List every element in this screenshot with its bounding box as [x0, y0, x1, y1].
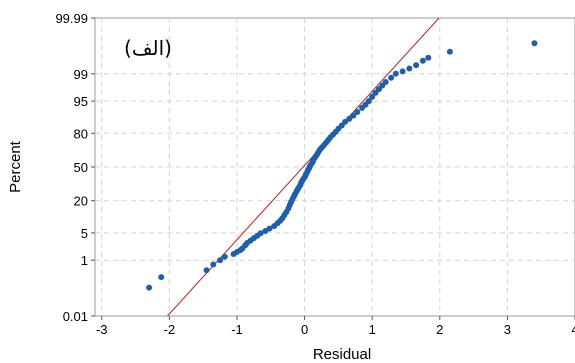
data-point: [531, 40, 538, 47]
x-tick-label: 0: [301, 322, 308, 337]
data-point: [221, 253, 228, 260]
y-tick-label: 20: [74, 194, 88, 209]
x-tick-label: 1: [369, 322, 376, 337]
y-axis-title: Percent: [7, 140, 24, 193]
data-point: [425, 54, 432, 61]
data-point: [419, 57, 426, 64]
data-points: [146, 40, 538, 291]
grid: [95, 18, 575, 316]
y-axis-ticks: 0.01 1 5 20 50 80 95 99 99.99: [55, 11, 95, 324]
data-point: [365, 98, 372, 105]
data-point: [446, 48, 453, 55]
x-tick-label: -2: [164, 322, 176, 337]
data-point: [413, 62, 420, 69]
data-point: [266, 225, 273, 232]
y-tick-label: 80: [74, 126, 88, 141]
x-tick-label: 2: [436, 322, 443, 337]
panel-annotation: (الف): [124, 36, 172, 60]
data-point: [388, 74, 395, 81]
data-point: [217, 257, 224, 264]
y-tick-label: 99.99: [55, 11, 88, 26]
y-tick-label: 0.01: [63, 309, 88, 324]
data-point: [354, 109, 361, 116]
x-tick-label: 4: [571, 322, 575, 337]
y-tick-label: 5: [81, 226, 88, 241]
data-point: [406, 65, 413, 72]
y-tick-label: 1: [81, 253, 88, 268]
data-point: [392, 70, 399, 77]
data-point: [382, 79, 389, 86]
data-point: [146, 284, 153, 291]
data-point: [369, 93, 376, 100]
data-point: [257, 230, 264, 237]
data-point: [350, 112, 357, 119]
x-axis-title: Residual: [313, 346, 371, 363]
y-tick-label: 99: [74, 67, 88, 82]
data-point: [203, 267, 210, 274]
data-point: [158, 274, 165, 281]
y-tick-label: 50: [74, 160, 88, 175]
x-tick-label: -1: [231, 322, 243, 337]
x-tick-label: -3: [96, 322, 108, 337]
data-point: [399, 68, 406, 75]
y-tick-label: 95: [74, 94, 88, 109]
data-point: [346, 115, 353, 122]
data-point: [210, 261, 217, 268]
x-axis-ticks: -3 -2 -1 0 1 2 3 4: [96, 316, 575, 337]
x-tick-label: 3: [504, 322, 511, 337]
